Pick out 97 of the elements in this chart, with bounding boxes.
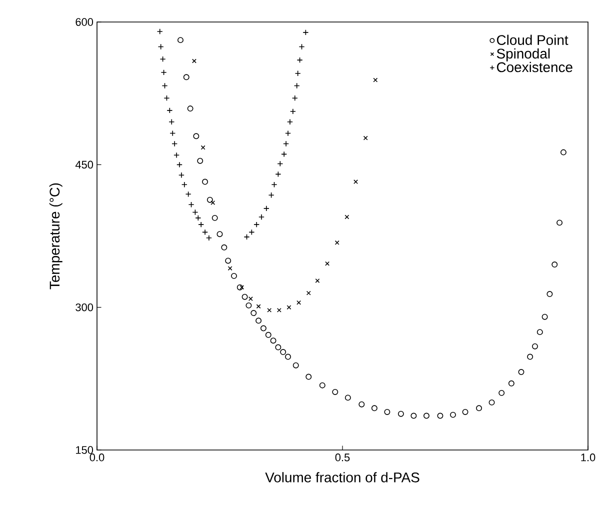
point: [298, 44, 305, 50]
point: [354, 180, 358, 184]
legend-label: Cloud Point: [496, 34, 568, 45]
point: [286, 305, 292, 310]
point: [242, 294, 248, 300]
point: [292, 362, 299, 368]
point: [498, 390, 505, 396]
point: [560, 149, 566, 156]
point: [210, 200, 216, 205]
point: [476, 405, 482, 412]
point: [410, 412, 417, 419]
y-tick-label: 450: [75, 160, 94, 169]
point: [202, 178, 208, 185]
point: [177, 37, 184, 44]
point: [183, 74, 190, 80]
point: [256, 304, 261, 309]
point: [518, 369, 524, 375]
point: [306, 374, 312, 380]
point: [267, 308, 272, 312]
y-axis-title: Temperature (°C): [49, 183, 62, 290]
point: [193, 133, 200, 140]
point: [552, 262, 558, 268]
point: [162, 82, 168, 89]
point: [280, 349, 286, 356]
point: [358, 401, 365, 408]
x-tick-label: 0.0: [90, 454, 104, 462]
point: [246, 302, 252, 308]
point: [363, 136, 368, 140]
point: [283, 140, 290, 147]
point: [248, 296, 253, 302]
point: [231, 272, 237, 279]
point: [156, 28, 163, 34]
point: [371, 405, 378, 412]
point: [260, 325, 266, 332]
point: [319, 382, 326, 388]
legend-label: Spinodal: [496, 48, 550, 62]
point: [462, 408, 468, 415]
point: [206, 196, 213, 203]
point: [170, 130, 176, 136]
point: [332, 388, 338, 395]
y-tick-label: 600: [76, 18, 94, 26]
point: [216, 231, 223, 238]
point: [265, 332, 272, 338]
point: [172, 140, 178, 147]
point: [275, 171, 282, 178]
point: [532, 343, 538, 350]
point: [236, 284, 243, 290]
point: [325, 261, 330, 266]
point: [488, 399, 495, 406]
point: [542, 314, 548, 320]
point: [306, 290, 311, 296]
point: [248, 229, 255, 236]
point: [384, 408, 390, 415]
point: [546, 291, 553, 298]
point: [200, 145, 206, 150]
point: [240, 285, 244, 290]
point: [450, 412, 456, 418]
point: [212, 214, 218, 221]
point: [192, 58, 196, 64]
point: [437, 412, 444, 419]
point: [225, 258, 232, 264]
point: [275, 344, 282, 350]
x-tick-label: 0.5: [335, 454, 350, 462]
point: [285, 354, 291, 360]
point: [192, 209, 198, 216]
point: [228, 266, 232, 271]
point: [423, 412, 430, 419]
point: [398, 410, 404, 417]
point: [176, 162, 182, 168]
point: [256, 318, 262, 324]
x-axis-title: Volume fraction of d-PAS: [265, 472, 420, 482]
point: [197, 158, 204, 164]
point: [296, 300, 302, 305]
point: [536, 329, 543, 336]
point: [202, 229, 208, 236]
point: [250, 310, 257, 316]
point: [344, 214, 350, 220]
point: [334, 240, 340, 245]
point: [508, 380, 514, 386]
point: [281, 151, 288, 158]
point: [187, 106, 194, 112]
point: [315, 278, 320, 283]
point: [277, 160, 284, 167]
point: [344, 394, 351, 401]
point: [158, 44, 164, 50]
point: [276, 308, 282, 312]
point: [270, 338, 276, 344]
point: [285, 130, 291, 136]
y-tick-label: 300: [76, 303, 94, 312]
point: [373, 78, 378, 82]
point: [294, 82, 300, 89]
point: [556, 220, 563, 226]
x-tick-label: 1.0: [581, 454, 596, 462]
legend-label: Coexistence: [496, 62, 572, 72]
point: [527, 354, 534, 360]
y-tick-label: 150: [76, 446, 94, 454]
point: [221, 244, 228, 250]
